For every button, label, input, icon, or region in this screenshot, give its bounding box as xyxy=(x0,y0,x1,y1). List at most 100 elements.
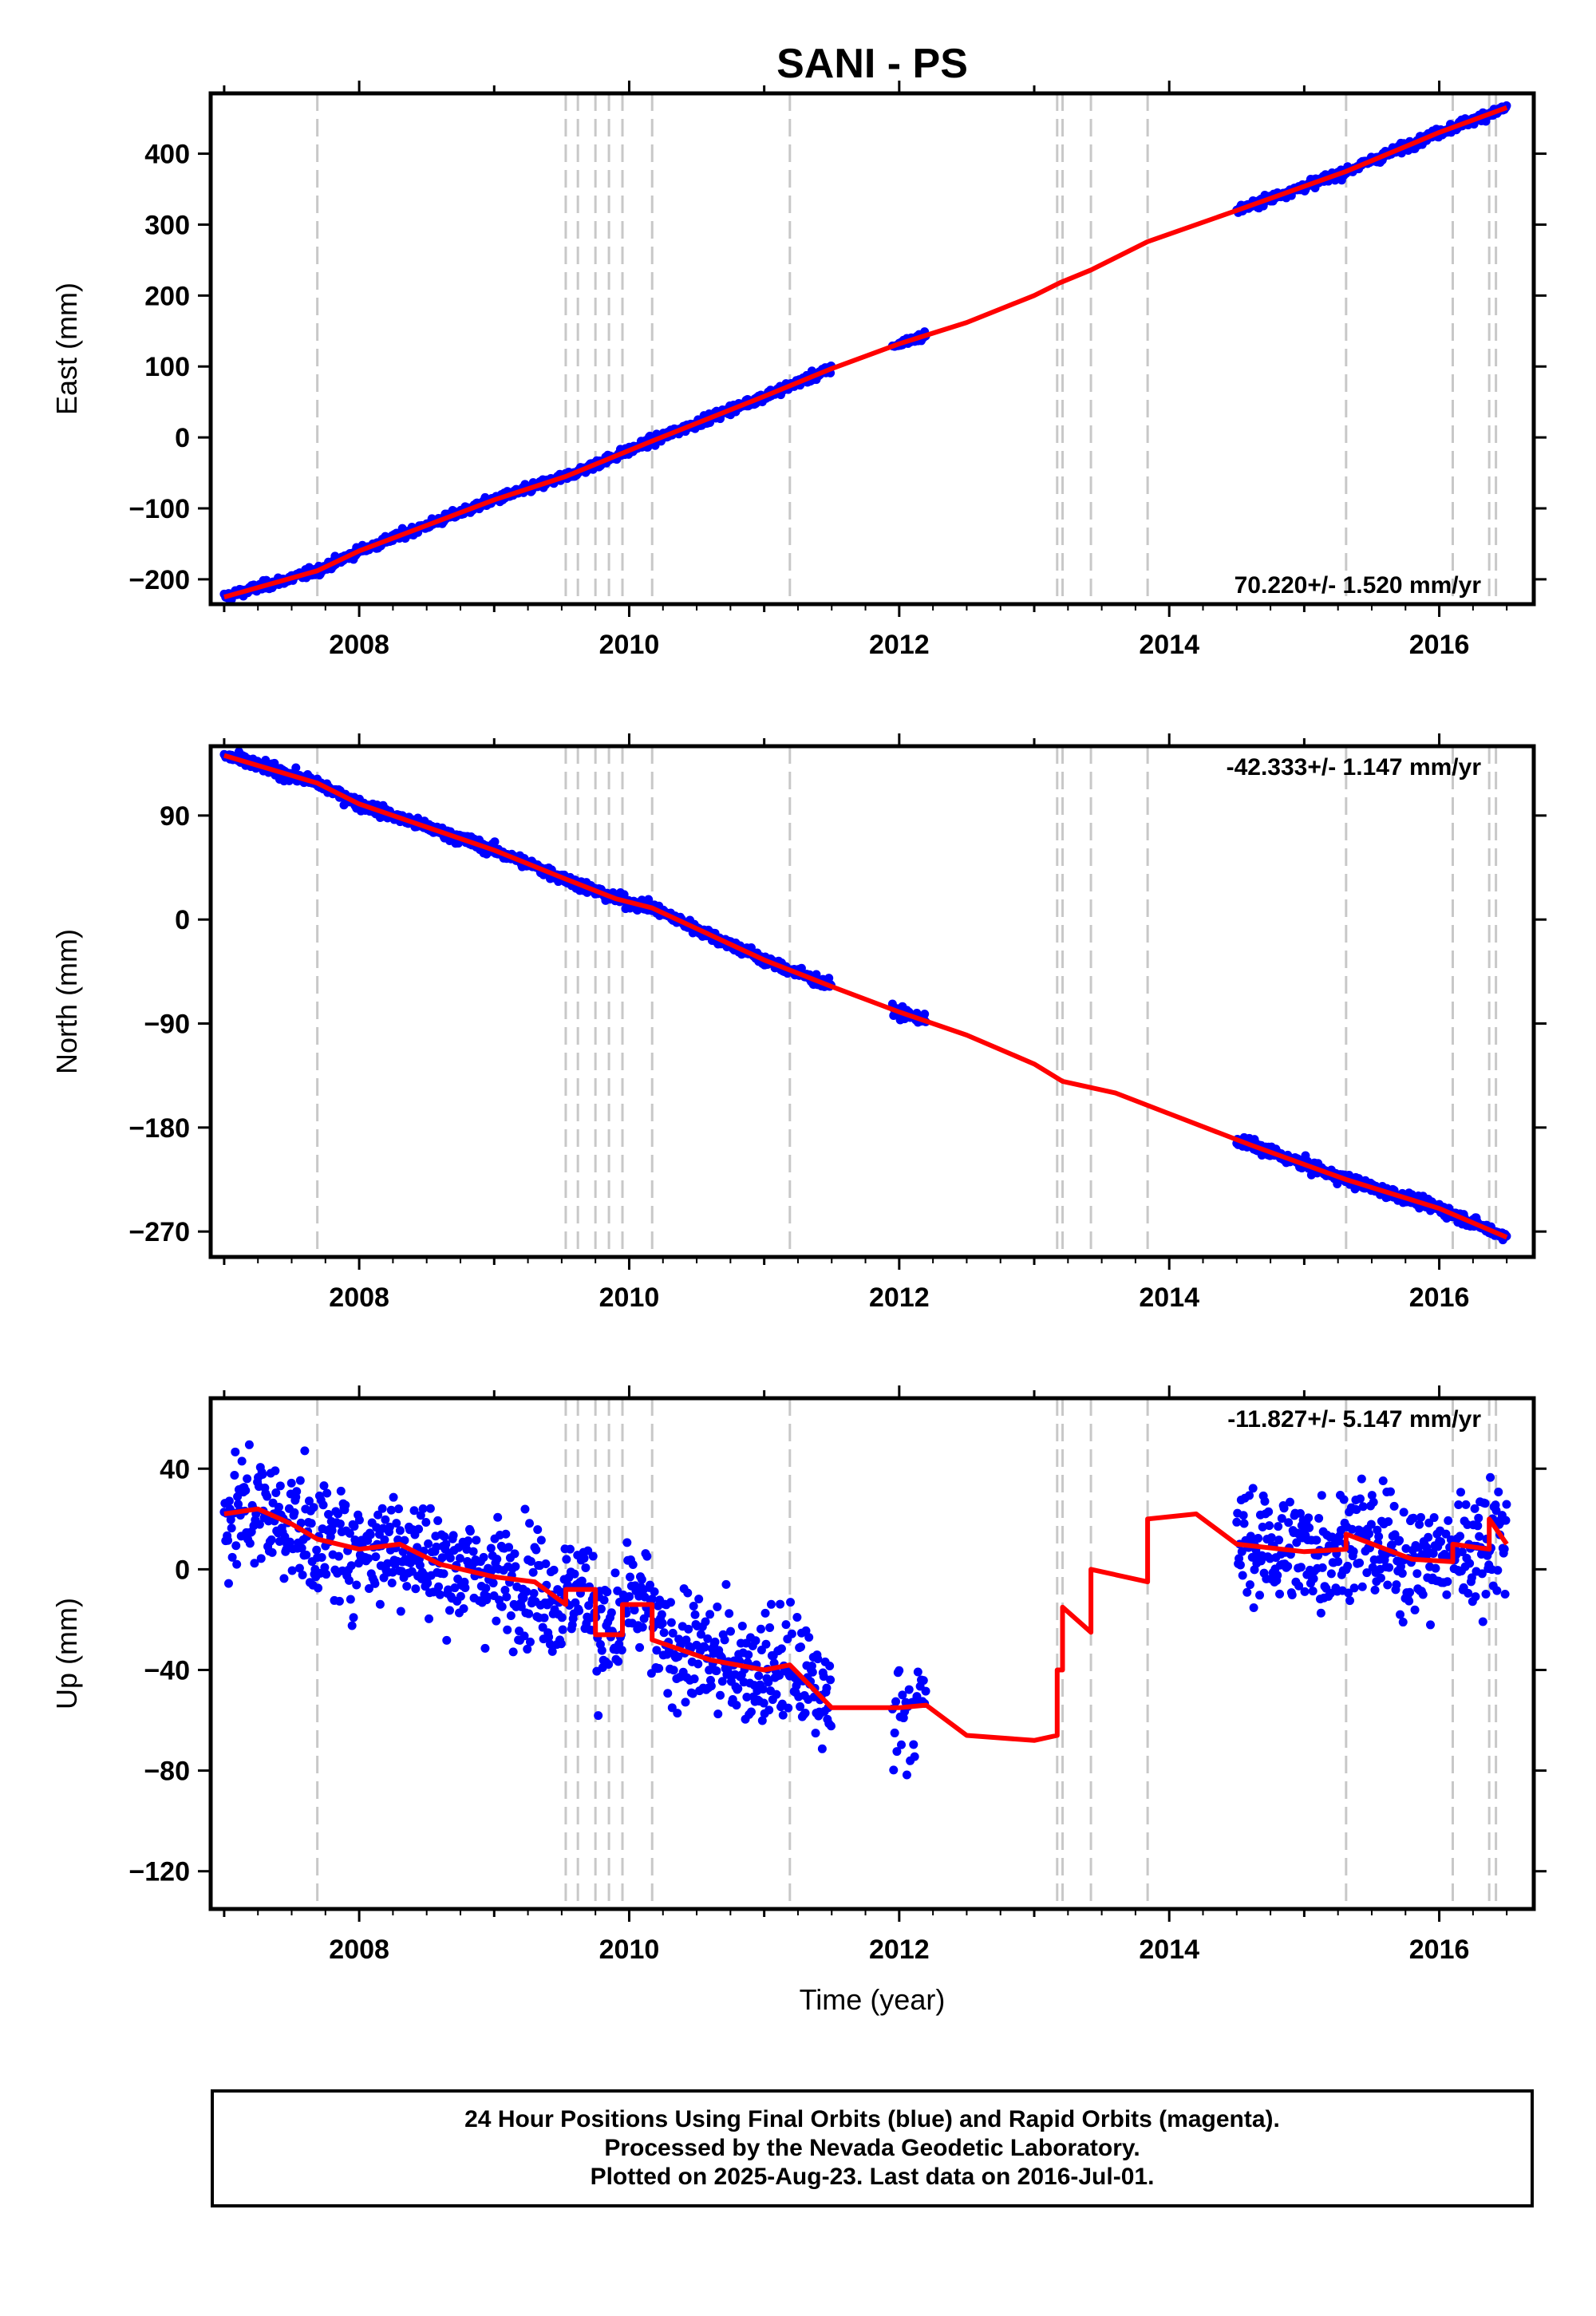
footer-line-plotted: Plotted on 2025-Aug-23. Last data on 201… xyxy=(590,2164,1155,2190)
up-point xyxy=(1246,1535,1256,1544)
up-point xyxy=(373,1510,383,1520)
up-point xyxy=(233,1492,243,1501)
up-point xyxy=(693,1659,703,1669)
up-point xyxy=(334,1509,343,1519)
up-point xyxy=(271,1466,280,1476)
up-point xyxy=(1493,1566,1503,1575)
up-point xyxy=(1317,1563,1327,1572)
up-point xyxy=(274,1502,283,1512)
up-point xyxy=(292,1487,302,1496)
up-point xyxy=(520,1504,530,1514)
up-point xyxy=(346,1561,356,1571)
up-point xyxy=(1486,1472,1495,1482)
up-point xyxy=(1456,1531,1465,1541)
north-y-tick-label: 90 xyxy=(160,801,190,832)
up-point xyxy=(1383,1580,1393,1590)
up-point xyxy=(317,1553,326,1563)
up-point xyxy=(1501,1516,1511,1525)
up-point xyxy=(764,1678,773,1687)
up-point xyxy=(1284,1518,1294,1528)
up-point xyxy=(464,1536,473,1546)
up-point xyxy=(462,1544,472,1554)
up-point xyxy=(710,1637,720,1646)
up-point xyxy=(345,1528,354,1538)
up-point xyxy=(1292,1538,1302,1547)
up-point xyxy=(761,1639,771,1649)
up-point xyxy=(1428,1548,1438,1558)
up-point xyxy=(516,1602,526,1611)
up-point xyxy=(395,1526,405,1535)
up-point xyxy=(811,1729,820,1738)
up-point xyxy=(689,1602,698,1611)
up-point xyxy=(596,1604,606,1614)
up-point xyxy=(683,1588,693,1598)
up-point xyxy=(689,1674,699,1684)
up-point xyxy=(1399,1508,1408,1517)
up-point xyxy=(245,1539,255,1548)
up-point xyxy=(1285,1497,1294,1507)
up-point xyxy=(918,1676,928,1686)
up-point xyxy=(504,1543,514,1552)
up-point xyxy=(481,1583,491,1593)
north-rate-label: -42.333+/- 1.147 mm/yr xyxy=(1227,754,1482,781)
up-y-tick-label: 40 xyxy=(160,1454,190,1484)
up-point xyxy=(666,1598,675,1607)
up-point xyxy=(294,1563,304,1573)
up-point xyxy=(760,1608,770,1618)
up-point xyxy=(1491,1506,1501,1516)
east-plot-frame xyxy=(208,91,1536,607)
up-point xyxy=(1304,1513,1314,1523)
up-point xyxy=(418,1504,428,1513)
up-point xyxy=(227,1552,237,1562)
up-plot-frame xyxy=(208,1396,1536,1911)
up-point xyxy=(223,1579,233,1588)
up-point xyxy=(776,1599,785,1609)
up-point xyxy=(909,1740,918,1749)
up-point xyxy=(1258,1522,1267,1531)
up-point xyxy=(480,1643,490,1653)
up-point xyxy=(1424,1532,1433,1542)
up-x-tick-label: 2010 xyxy=(599,1935,660,1965)
up-point xyxy=(588,1551,598,1561)
up-point xyxy=(371,1552,381,1562)
up-point xyxy=(1492,1586,1502,1595)
up-point xyxy=(258,1470,267,1480)
up-point xyxy=(896,1740,906,1749)
up-point xyxy=(787,1629,796,1638)
east-y-tick-label: 0 xyxy=(175,423,190,453)
up-point xyxy=(524,1609,534,1618)
up-point xyxy=(1260,1496,1270,1506)
up-point xyxy=(314,1583,323,1593)
up-y-tick-label: −80 xyxy=(144,1757,190,1787)
up-point xyxy=(1277,1514,1286,1524)
up-point xyxy=(465,1527,475,1536)
up-point xyxy=(318,1500,328,1510)
up-point xyxy=(394,1504,404,1514)
up-point xyxy=(776,1644,786,1654)
up-point xyxy=(1326,1569,1336,1579)
up-point xyxy=(1245,1580,1254,1590)
up-point xyxy=(1349,1583,1359,1593)
up-x-tick-label: 2008 xyxy=(329,1935,389,1965)
up-point xyxy=(758,1684,768,1694)
up-point xyxy=(350,1521,359,1531)
up-point xyxy=(497,1602,507,1611)
up-point xyxy=(646,1580,655,1590)
east-x-tick-label: 2016 xyxy=(1409,630,1470,660)
up-point xyxy=(396,1607,405,1616)
north-point xyxy=(920,1010,930,1019)
chart-title: SANI - PS xyxy=(776,41,968,87)
up-point xyxy=(744,1650,753,1659)
up-point xyxy=(297,1543,306,1553)
up-point xyxy=(813,1654,823,1664)
up-point xyxy=(1470,1504,1479,1513)
up-point xyxy=(732,1701,741,1710)
up-point xyxy=(1274,1535,1284,1545)
up-point xyxy=(336,1486,346,1496)
up-point xyxy=(1444,1516,1453,1525)
up-point xyxy=(533,1525,543,1535)
up-point xyxy=(1410,1605,1420,1614)
up-point xyxy=(733,1684,743,1694)
up-point xyxy=(334,1551,344,1561)
